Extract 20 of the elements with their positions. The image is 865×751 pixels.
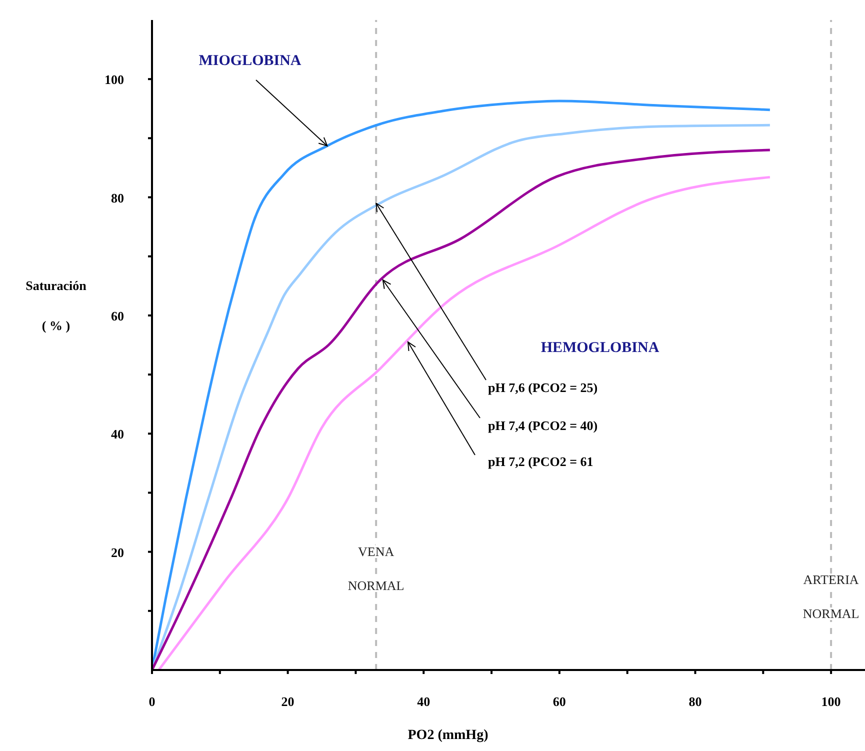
x-axis-title: PO2 (mmHg) (408, 728, 489, 743)
text: ARTERIA NORMAL (802, 572, 860, 621)
annotation: pH 7,4 (PCO2 = 40) (488, 418, 598, 433)
y-tick-label: 100 (104, 72, 124, 88)
x-tick-label: 20 (281, 694, 294, 709)
y-tick-label: 40 (111, 426, 124, 442)
annotation: pH 7,2 (PCO2 = 61 (488, 454, 594, 469)
y-tick-label: 80 (111, 190, 124, 206)
x-tick-label: 40 (417, 694, 430, 709)
text: VENA NORMAL (348, 544, 404, 593)
x-tick-label: 80 (688, 694, 702, 709)
text: Saturación ( % ) (26, 278, 86, 333)
annotation: MIOGLOBINA (198, 53, 302, 69)
x-tick-label: 60 (552, 694, 566, 709)
x-tick-label: 0 (148, 694, 156, 709)
annotation: pH 7,6 (PCO2 = 25) (488, 380, 598, 395)
y-tick-label: 20 (111, 544, 124, 560)
x-tick-label: 100 (821, 694, 841, 709)
annotation: HEMOGLOBINA (540, 340, 660, 356)
y-tick-label: 60 (111, 308, 124, 324)
